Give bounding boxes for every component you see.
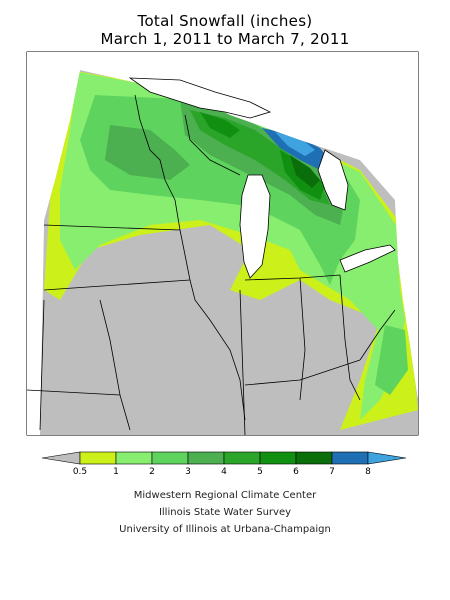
snow-3-4-west <box>105 125 190 180</box>
snow-8-plus <box>275 132 315 156</box>
legend-label-3: 3 <box>185 467 191 477</box>
legend-above-arrow <box>367 451 407 465</box>
map-title: Total Snowfall (inches) <box>137 12 313 30</box>
credit-uiuc: University of Illinois at Urbana-Champai… <box>119 524 331 535</box>
legend-label-0: 0.5 <box>73 467 87 477</box>
lake-superior <box>128 77 272 119</box>
legend-bin-1-2 <box>115 451 153 465</box>
great-lakes <box>128 77 396 279</box>
snow-2-3-east <box>375 325 408 395</box>
legend-bin-3-4 <box>187 451 225 465</box>
legend-label-4: 4 <box>221 467 227 477</box>
state-boundaries <box>26 94 396 436</box>
legend-bin-7-8 <box>331 451 369 465</box>
legend-bin-6-7 <box>295 451 333 465</box>
legend-bin-5-6 <box>259 451 297 465</box>
legend-label-7: 7 <box>329 467 335 477</box>
legend-label-6: 6 <box>293 467 299 477</box>
outside-domain <box>27 52 418 435</box>
legend-bin-0.5-1 <box>79 451 117 465</box>
credit-mrcc: Midwestern Regional Climate Center <box>133 490 317 501</box>
lake-michigan <box>239 174 271 279</box>
legend-label-2: 2 <box>149 467 155 477</box>
legend-label-5: 5 <box>257 467 263 477</box>
legend-bin-2-3 <box>151 451 189 465</box>
lake-huron <box>317 149 349 211</box>
legend-label-8: 8 <box>365 467 371 477</box>
snow-5-6-a <box>200 112 240 138</box>
credit-isws: Illinois State Water Survey <box>158 507 292 518</box>
legend-bin-4-5 <box>223 451 261 465</box>
lake-erie <box>339 244 396 273</box>
legend-below-arrow <box>41 451 81 465</box>
color-legend: 0.5 1 2 3 4 5 6 7 8 <box>41 451 407 477</box>
legend-label-1: 1 <box>113 467 119 477</box>
map-date-range: March 1, 2011 to March 7, 2011 <box>100 30 350 48</box>
snow-6-7 <box>290 155 320 188</box>
